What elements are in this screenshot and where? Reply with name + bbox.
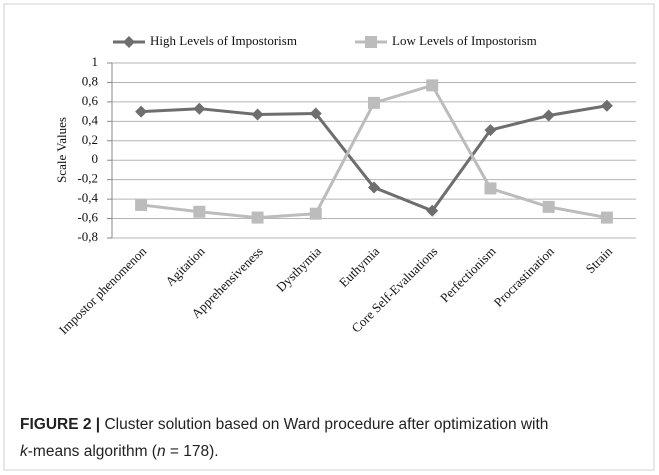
data-point: [542, 200, 555, 213]
data-point: [542, 109, 555, 122]
data-point: [309, 207, 322, 220]
y-tick-label: 0,2: [82, 132, 98, 147]
caption-label: FIGURE 2 |: [20, 416, 101, 433]
caption-text: -means algorithm (: [27, 443, 157, 460]
data-point: [135, 105, 148, 118]
data-point: [426, 204, 439, 217]
x-tick-label: Strain: [583, 243, 616, 276]
y-tick-label: 0,4: [82, 112, 99, 127]
y-tick-label: 0: [92, 151, 99, 166]
y-tick-label: 0,8: [82, 73, 98, 88]
data-point: [135, 198, 148, 211]
x-tick-label: Euthymia: [336, 243, 383, 290]
x-tick-label: Impostor phenomenon: [56, 243, 150, 337]
y-axis-title: Scale Values: [54, 117, 69, 183]
caption: FIGURE 2 | Cluster solution based on War…: [20, 411, 650, 465]
y-tick-label: 1: [92, 54, 99, 69]
caption-italic: k: [20, 443, 28, 460]
data-point: [600, 99, 613, 112]
data-point: [484, 182, 497, 195]
x-tick-label: Perfectionism: [437, 244, 499, 306]
data-point: [251, 211, 264, 224]
data-point: [484, 124, 497, 137]
y-tick-label: 0,6: [82, 93, 99, 108]
legend-marker: [123, 36, 135, 48]
caption-text: = 178).: [165, 443, 219, 460]
y-tick-label: -0,8: [77, 229, 98, 244]
x-tick-label: Procrastination: [491, 243, 558, 310]
y-tick-label: -0,2: [77, 171, 98, 186]
x-tick-label: Dysthymia: [273, 243, 324, 294]
legend-label: High Levels of Impostorism: [150, 33, 297, 48]
caption-text: Cluster solution based on Ward procedure…: [100, 416, 549, 433]
data-point: [426, 79, 439, 92]
data-point: [251, 108, 264, 121]
figure-border: [3, 3, 655, 471]
data-point: [193, 205, 206, 218]
data-point: [368, 181, 380, 194]
legend-marker: [365, 36, 377, 48]
data-point: [193, 102, 206, 115]
caption-italic: n: [156, 443, 166, 460]
data-point: [368, 96, 380, 109]
y-tick-label: -0,6: [77, 210, 98, 225]
legend-label: Low Levels of Impostorism: [392, 33, 537, 48]
data-point: [600, 211, 613, 224]
data-point: [309, 107, 322, 120]
x-tick-label: Agitation: [162, 243, 208, 289]
y-tick-label: -0,4: [77, 190, 98, 205]
